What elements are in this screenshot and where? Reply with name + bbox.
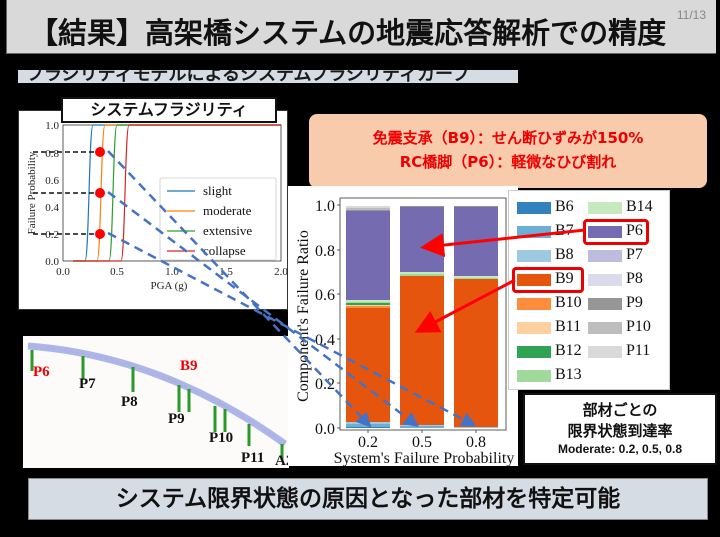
label-p7: P7 xyxy=(79,376,96,392)
svg-text:Component's Failure Ratio: Component's Failure Ratio xyxy=(295,230,312,402)
bridge-model-diagram xyxy=(27,342,288,460)
svg-text:0.2: 0.2 xyxy=(45,229,59,241)
component-failure-chart: 0.0 0.2 0.4 0.6 0.8 1.0 0.2 0.5 0.8 Syst… xyxy=(295,197,515,467)
svg-text:0.4: 0.4 xyxy=(45,202,59,214)
svg-text:1.0: 1.0 xyxy=(165,266,179,278)
highlight-p6 xyxy=(583,219,649,245)
highlight-b9 xyxy=(512,267,584,293)
callout-box: 免震支承（B9）：せん断ひずみが150% RC橋脚（P6）：軽微なひび割れ xyxy=(309,114,707,188)
svg-text:collapse: collapse xyxy=(203,243,246,258)
conclusion-banner: システム限界状態の原因となった部材を特定可能 xyxy=(28,478,708,520)
label-p10: P10 xyxy=(209,430,234,446)
callout-line-1: 免震支承（B9）：せん断ひずみが150% xyxy=(372,129,644,147)
title-bar: 【結果】高架橋システムの地震応答解析での精度 11/13 xyxy=(6,0,716,54)
svg-text:Failure Probability: Failure Probability xyxy=(26,151,38,234)
summary-line-3: Moderate: 0.2, 0.5, 0.8 xyxy=(557,442,683,456)
summary-line-2: 限界状態到達率 xyxy=(567,422,673,440)
svg-text:PGA (g): PGA (g) xyxy=(151,280,188,292)
fragility-chart: 0.0 0.2 0.4 0.6 0.8 1.0 0.0 0.5 1.0 1.5 … xyxy=(26,120,288,292)
component-legend: B6 B7 B8 B9 B10 B11 B12 B13 B14 P6 P7 P8… xyxy=(508,190,670,390)
svg-text:0.0: 0.0 xyxy=(56,266,70,278)
svg-text:0.6: 0.6 xyxy=(315,287,335,304)
svg-text:0.0: 0.0 xyxy=(315,421,335,438)
svg-text:1.0: 1.0 xyxy=(315,198,335,215)
svg-text:0.8: 0.8 xyxy=(466,434,486,451)
svg-text:0.4: 0.4 xyxy=(315,332,335,349)
subtitle-text: フラジリティモデルによるシステムフラジリティカーブ xyxy=(26,70,470,83)
label-p6: P6 xyxy=(33,364,50,380)
svg-text:0.2: 0.2 xyxy=(315,376,335,393)
svg-text:moderate: moderate xyxy=(203,203,252,218)
svg-text:2.0: 2.0 xyxy=(274,266,288,278)
svg-text:0.8: 0.8 xyxy=(45,148,59,160)
svg-text:0.5: 0.5 xyxy=(110,266,124,278)
subtitle-band: フラジリティモデルによるシステムフラジリティカーブ xyxy=(18,70,518,83)
summary-box: 部材ごとの 限界状態到達率 Moderate: 0.2, 0.5, 0.8 xyxy=(523,393,717,465)
svg-text:0.2: 0.2 xyxy=(358,434,378,451)
label-b9: B9 xyxy=(180,358,198,374)
svg-text:extensive: extensive xyxy=(203,223,252,238)
label-p9: P9 xyxy=(168,411,185,427)
svg-text:slight: slight xyxy=(203,183,232,198)
bridge-model-panel: P6 P7 P8 B9 P9 P10 P11 A2 xyxy=(23,336,293,469)
label-p8: P8 xyxy=(121,394,138,410)
svg-text:0.0: 0.0 xyxy=(45,256,59,268)
fragility-title: システムフラジリティ xyxy=(61,97,277,123)
fragility-chart-panel: 0.0 0.2 0.4 0.6 0.8 1.0 0.0 0.5 1.0 1.5 … xyxy=(18,110,288,310)
label-p11: P11 xyxy=(241,450,265,466)
svg-text:System's Failure Probability: System's Failure Probability xyxy=(334,450,515,466)
svg-text:0.5: 0.5 xyxy=(412,434,432,451)
page-title: 【結果】高架橋システムの地震応答解析での精度 xyxy=(29,16,667,50)
page-indicator: 11/13 xyxy=(676,8,706,22)
component-failure-chart-panel: 0.0 0.2 0.4 0.6 0.8 1.0 0.2 0.5 0.8 Syst… xyxy=(288,186,518,467)
summary-line-1: 部材ごとの xyxy=(582,401,658,419)
svg-text:0.6: 0.6 xyxy=(45,175,59,187)
svg-text:0.8: 0.8 xyxy=(315,243,335,260)
svg-text:1.0: 1.0 xyxy=(45,120,59,132)
svg-text:1.5: 1.5 xyxy=(219,266,233,278)
callout-line-2: RC橋脚（P6）：軽微なひび割れ xyxy=(399,153,617,171)
